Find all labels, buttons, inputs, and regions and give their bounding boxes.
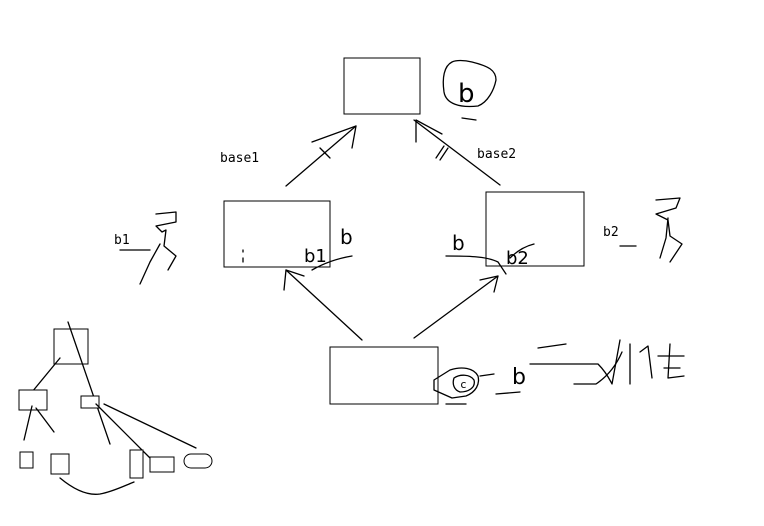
- tree-leaf-4: [149, 456, 175, 473]
- base2-b2-annotation: b2: [506, 248, 529, 269]
- b2-side-label: b2: [603, 225, 619, 240]
- base1-class-box: [223, 200, 331, 268]
- base2-label: base2: [477, 147, 516, 162]
- tree-node-left: [18, 389, 48, 411]
- base2-b-underline: [445, 255, 507, 275]
- tree-sketch: [18, 321, 213, 495]
- base2-inheritance-arrow: [413, 119, 501, 186]
- base1-underline: [311, 255, 353, 271]
- derived-c-letter: c: [460, 378, 467, 391]
- derived-annotations: c b: [433, 339, 685, 405]
- base1-label: base1: [220, 151, 259, 166]
- base2-b2-mark: [509, 243, 535, 259]
- derived-to-base2-arrow: [413, 275, 499, 339]
- tree-leaf-3: [129, 449, 144, 479]
- base1-inheritance-arrow: [285, 125, 357, 187]
- top-circled-b-annotation: b: [442, 59, 497, 121]
- tree-leaf-2: [50, 453, 70, 475]
- b1-side-label: b1: [114, 233, 130, 248]
- base-class-box: [343, 57, 421, 115]
- b2-side-annotation: b2: [603, 197, 683, 263]
- base1-b-annotation: b: [340, 225, 353, 249]
- derived-class-box: [329, 346, 439, 405]
- derived-b-letter: b: [512, 365, 526, 390]
- tree-node-mid: [80, 395, 100, 409]
- tree-leaf-5: [183, 453, 213, 469]
- b1-side-annotation: b1: [114, 211, 177, 285]
- derived-to-base1-arrow: [283, 269, 363, 341]
- top-b-letter: b: [458, 79, 475, 109]
- base2-b-annotation: b: [452, 231, 465, 255]
- base1-b1-annotation: b1: [304, 246, 327, 267]
- tree-leaf-1: [19, 451, 34, 469]
- base2-class-box: [485, 191, 585, 267]
